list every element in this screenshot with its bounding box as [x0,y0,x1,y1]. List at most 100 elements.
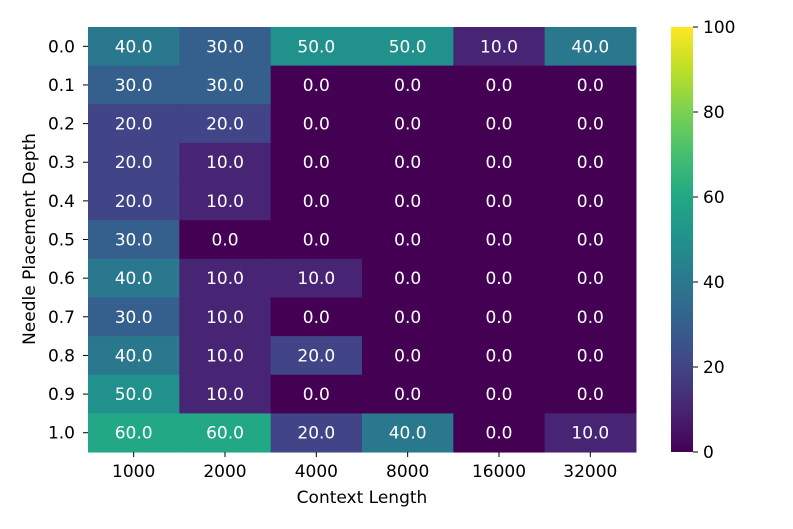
heatmap-cell [453,413,546,453]
cell-value-label: 30.0 [115,308,153,328]
heatmap-cell [361,181,454,221]
y-tick-label: 0.3 [48,153,75,173]
y-tick-label: 0.4 [48,192,75,212]
heatmap-cell [270,142,363,183]
heatmap-cell [453,220,546,260]
cell-value-label: 60.0 [115,424,153,444]
cell-value-label: 10.0 [206,308,244,328]
heatmap-cell [361,65,454,105]
colorbar-tick-label: 0 [703,443,714,463]
heatmap-cell [453,258,546,298]
x-axis: 1000 2000 4000 8000 16000 32000 [112,452,617,482]
cell-value-label: 0.0 [577,115,604,135]
x-tick-label: 32000 [563,462,617,482]
heatmap-cell [544,27,637,67]
heatmap-cell [88,181,180,221]
cell-value-label: 0.0 [577,231,604,251]
cell-value-label: 0.0 [394,153,421,173]
heatmap-cell [453,181,546,221]
cell-value-label: 0.0 [303,115,330,135]
heatmap-cell [270,258,363,298]
heatmap-cell [88,27,180,67]
cell-value-label: 50.0 [115,385,153,405]
cell-value-label: 10.0 [206,153,244,173]
heatmap-cell [179,258,272,298]
heatmap-cell [179,374,272,414]
cell-value-label: 20.0 [297,346,335,366]
cell-value-label: 0.0 [577,385,604,405]
heatmap-cell [361,336,454,376]
cell-value-label: 40.0 [115,269,153,289]
heatmap-cell [453,65,546,105]
heatmap-cell [544,104,637,144]
heatmap-cell [453,142,546,183]
cell-value-label: 0.0 [577,192,604,212]
cell-value-label: 0.0 [211,231,238,251]
cell-value-label: 40.0 [115,346,153,366]
heatmap-cell [544,297,637,337]
cell-value-label: 0.0 [577,346,604,366]
heatmap-cells [88,27,637,453]
cell-value-label: 20.0 [115,192,153,212]
x-tick-label: 8000 [386,462,429,482]
heatmap-cell [270,220,363,260]
heatmap-cell [544,336,637,376]
cell-value-label: 0.0 [394,269,421,289]
cell-value-label: 10.0 [480,37,518,57]
heatmap-cell [270,65,363,105]
x-tick-label: 2000 [203,462,246,482]
heatmap-cell [544,65,637,105]
heatmap-cell [179,336,272,376]
heatmap-cell [270,374,363,414]
heatmap-cell [88,142,180,183]
cell-value-label: 0.0 [485,192,512,212]
cell-value-label: 0.0 [303,385,330,405]
cell-value-label: 20.0 [115,153,153,173]
heatmap-cell [361,297,454,337]
cell-value-label: 10.0 [206,385,244,405]
heatmap-cell [361,27,454,67]
cell-value-label: 10.0 [297,269,335,289]
cell-value-label: 0.0 [485,115,512,135]
cell-value-label: 60.0 [206,424,244,444]
y-axis: 0.0 0.1 0.2 0.3 0.4 0.5 0.6 0.7 0.8 0.9 1.0 [48,37,88,444]
y-tick-label: 0.9 [48,385,75,405]
heatmap-cell-labels: 40.0 30.0 50.0 50.0 10.0 40.0 30.0 30.0 0.0 0.0 0.… [115,37,610,443]
x-tick-label: 1000 [112,462,155,482]
cell-value-label: 0.0 [485,346,512,366]
heatmap-cell [544,413,637,453]
heatmap-cell [453,374,546,414]
cell-value-label: 0.0 [394,231,421,251]
cell-value-label: 0.0 [303,153,330,173]
cell-value-label: 0.0 [303,231,330,251]
heatmap-cell [179,142,272,183]
cell-value-label: 10.0 [206,192,244,212]
y-tick-label: 0.6 [48,269,75,289]
cell-value-label: 20.0 [115,115,153,135]
heatmap-cell [453,27,546,67]
colorbar-tick-label: 40 [703,273,725,293]
cell-value-label: 20.0 [206,115,244,135]
cell-value-label: 0.0 [577,308,604,328]
y-tick-label: 0.8 [48,346,75,366]
heatmap-cell [270,104,363,144]
heatmap-cell [88,104,180,144]
y-tick-label: 0.5 [48,231,75,251]
heatmap-cell [270,27,363,67]
colorbar-tick-label: 60 [703,188,725,208]
cell-value-label: 20.0 [297,424,335,444]
heatmap-cell [544,374,637,414]
cell-value-label: 40.0 [115,37,153,57]
cell-value-label: 0.0 [485,269,512,289]
cell-value-label: 0.0 [485,424,512,444]
heatmap-cell [179,27,272,67]
cell-value-label: 0.0 [394,76,421,96]
cell-value-label: 0.0 [577,76,604,96]
heatmap-cell [361,374,454,414]
heatmap-cell [361,220,454,260]
heatmap-cell [88,336,180,376]
cell-value-label: 50.0 [389,37,427,57]
colorbar-tick-label: 80 [703,103,725,123]
heatmap-cell [179,413,272,453]
